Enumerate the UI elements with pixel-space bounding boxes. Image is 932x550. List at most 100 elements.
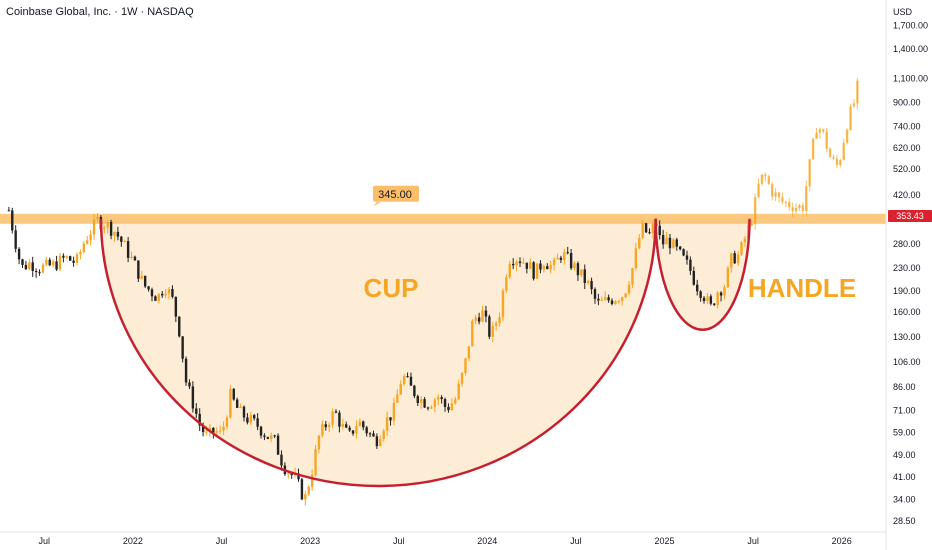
candle-body <box>321 424 324 436</box>
cup-fill <box>101 218 656 487</box>
price-tick-label: 34.00 <box>893 495 916 505</box>
candle-body <box>835 158 839 166</box>
candle-body <box>788 202 791 208</box>
candle-body <box>699 291 702 298</box>
candle-body <box>406 376 409 378</box>
candle-body <box>515 261 518 266</box>
resistance-label-pointer <box>373 201 381 207</box>
candle-body <box>825 131 828 149</box>
price-tick-label: 740.00 <box>893 121 921 131</box>
candle-body <box>307 486 310 495</box>
candle-body <box>362 421 365 428</box>
candle-body <box>709 296 713 304</box>
price-tick-label: 28.50 <box>893 516 916 526</box>
candle-body <box>358 421 362 426</box>
candle-body <box>658 225 661 236</box>
candle-body <box>113 232 116 236</box>
candle-body <box>815 132 818 139</box>
chart-title: Coinbase Global, Inc. · 1W · NASDAQ <box>6 6 194 18</box>
candle-body <box>764 174 767 177</box>
candle-body <box>201 425 205 433</box>
candle-body <box>82 243 86 252</box>
candle-body <box>539 263 542 270</box>
candle-body <box>385 417 389 431</box>
candle-body <box>116 232 120 237</box>
candle-body <box>178 316 181 337</box>
candle-body <box>338 412 341 427</box>
candle-body <box>45 259 48 265</box>
candle-body <box>477 317 481 322</box>
candle-body <box>154 296 157 301</box>
candle-body <box>818 129 822 133</box>
candle-body <box>297 473 300 480</box>
candle-body <box>399 384 402 395</box>
candle-body <box>345 424 348 428</box>
candle-body <box>801 205 805 212</box>
candle-body <box>736 254 740 264</box>
candle-body <box>549 265 552 270</box>
candle-body <box>614 301 617 304</box>
candle-body <box>416 396 419 403</box>
candle-body <box>89 234 92 241</box>
candle-body <box>256 418 259 427</box>
candle-body <box>689 259 692 271</box>
cup-curve <box>99 218 657 488</box>
candle-body <box>368 433 372 435</box>
candle-body <box>341 424 345 427</box>
candle-body <box>273 435 276 437</box>
price-tick-label: 106.00 <box>893 357 921 367</box>
candle-body <box>508 263 511 278</box>
handle-fill <box>655 218 750 330</box>
candle-body <box>471 321 474 347</box>
time-tick-label: Jul <box>39 536 51 546</box>
candle-body <box>218 430 222 432</box>
candle-body <box>72 260 75 263</box>
candle-body <box>811 138 815 160</box>
price-tick-label: 130.00 <box>893 332 921 342</box>
candle-body <box>232 388 235 400</box>
candle-body <box>280 454 283 466</box>
candle-body <box>457 383 460 400</box>
candle-body <box>733 253 736 264</box>
price-tick-label: 420.00 <box>893 190 921 200</box>
candle-body <box>692 270 696 285</box>
candle-body <box>440 397 443 400</box>
candle-body <box>34 270 38 272</box>
time-tick-label: Jul <box>747 536 759 546</box>
candle-body <box>750 223 753 225</box>
time-tick-label: Jul <box>216 536 228 546</box>
candle-body <box>682 249 685 256</box>
candle-body <box>529 262 532 269</box>
candle-body <box>631 268 634 285</box>
candle-body <box>661 235 665 245</box>
candle-body <box>590 280 593 290</box>
candle-body <box>828 148 832 158</box>
candle-body <box>161 293 164 296</box>
candle-body <box>171 289 174 297</box>
time-tick-label: 2026 <box>832 536 852 546</box>
candle-body <box>777 192 781 198</box>
candle-body <box>130 256 133 258</box>
candle-body <box>740 242 743 255</box>
candle-body <box>484 310 488 317</box>
candle-body <box>65 256 68 258</box>
candle-body <box>79 251 82 255</box>
candle-body <box>259 426 263 436</box>
candle-body <box>426 407 430 409</box>
candle-body <box>205 431 208 433</box>
candle-body <box>607 297 610 301</box>
candle-body <box>522 262 525 264</box>
price-axis-currency: USD <box>893 7 913 17</box>
candle-body <box>51 261 55 266</box>
candle-body <box>641 223 644 238</box>
candle-body <box>716 292 719 305</box>
candle-body <box>644 223 648 233</box>
candle-body <box>263 435 266 437</box>
candle-body <box>212 427 215 433</box>
candle-body <box>68 256 72 261</box>
current-price-tag: 353.43 <box>888 210 932 222</box>
candle-body <box>491 325 494 337</box>
candle-body <box>723 287 726 296</box>
